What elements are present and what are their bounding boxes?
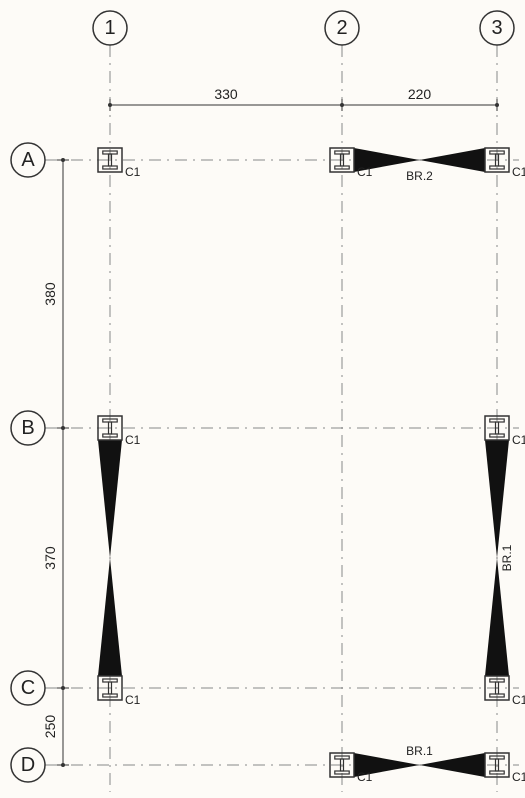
dimensions-vertical: 380 370 250: [42, 158, 69, 767]
grid-bubble-col-label-3: 3: [491, 17, 502, 39]
brace-1-top: [98, 440, 122, 558]
dim-v-2: 250: [42, 715, 58, 739]
column-A1: C1: [98, 148, 141, 179]
column-label-C3: C1: [512, 693, 525, 707]
grid-bubble-row-label-B: B: [21, 417, 34, 439]
dim-h-1: 220: [408, 86, 432, 102]
column-C1: C1: [98, 676, 141, 707]
brace-1-bottom: [98, 558, 122, 676]
brace-label-2: BR.1: [500, 544, 514, 571]
dim-h-0: 330: [214, 86, 238, 102]
grid-bubble-col-label-2: 2: [336, 17, 347, 39]
structural-grid-plan: 123ABCD330220380370250BR.2BR.1BR.1C1C1C1…: [0, 0, 525, 798]
column-D3: C1: [485, 753, 525, 784]
grid-bubble-row-label-A: A: [21, 149, 35, 171]
grid-bubble-row-label-C: C: [21, 677, 35, 699]
brace-2-bottom: [485, 558, 509, 676]
column-label-A3: C1: [512, 165, 525, 179]
column-label-D2: C1: [357, 770, 373, 784]
column-label-D3: C1: [512, 770, 525, 784]
columns: C1 C1 C1 C1 C1 C1 C1 C1 C1: [98, 148, 525, 784]
grid-bubbles: 1 2 3 A B C D: [11, 11, 514, 782]
dim-v-0: 380: [42, 282, 58, 306]
column-C3: C1: [485, 676, 525, 707]
column-label-C1: C1: [125, 693, 141, 707]
dim-v-1: 370: [42, 546, 58, 570]
brace-2-top: [485, 440, 509, 558]
grid-bubble-col-label-1: 1: [104, 17, 115, 39]
column-label-B3: C1: [512, 433, 525, 447]
brace-label-0: BR.2: [406, 169, 433, 183]
column-A3: C1: [485, 148, 525, 179]
column-label-A2: C1: [357, 165, 373, 179]
column-label-B1: C1: [125, 433, 141, 447]
grid-bubble-row-label-D: D: [21, 754, 35, 776]
braces: BR.2 BR.1 BR.1: [98, 148, 514, 777]
dimensions-horizontal: 330 220: [108, 86, 499, 111]
column-label-A1: C1: [125, 165, 141, 179]
brace-label-3: BR.1: [406, 744, 433, 758]
